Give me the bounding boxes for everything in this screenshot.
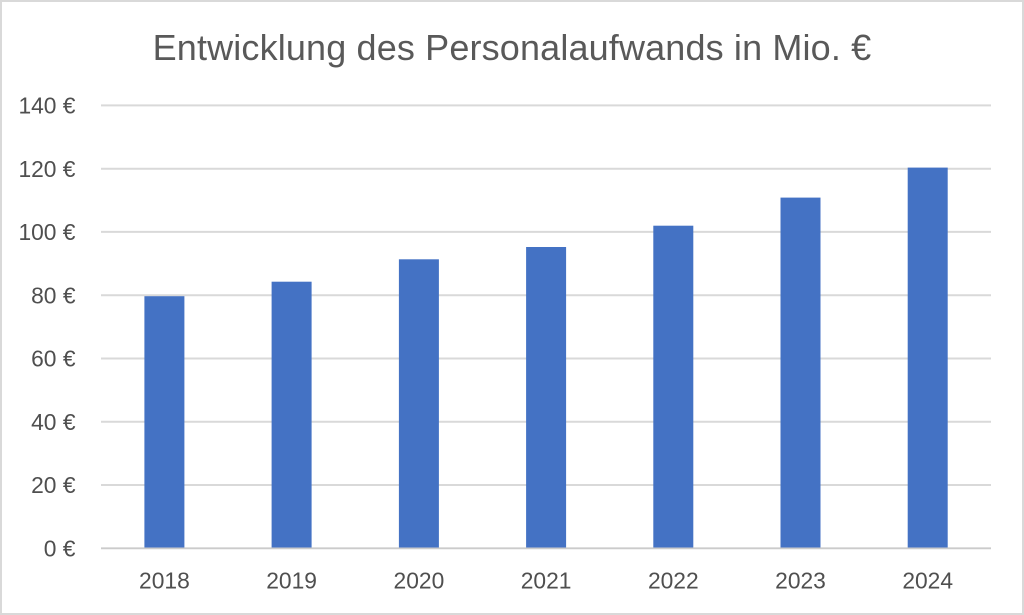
svg-text:120 €: 120 €: [18, 156, 75, 182]
svg-text:2022: 2022: [648, 568, 699, 594]
svg-text:2019: 2019: [266, 568, 317, 594]
svg-text:100 €: 100 €: [18, 219, 75, 245]
svg-text:2021: 2021: [521, 568, 572, 594]
svg-text:2018: 2018: [139, 568, 190, 594]
svg-text:20 €: 20 €: [31, 472, 76, 498]
svg-text:Entwicklung des Personalaufwan: Entwicklung des Personalaufwands in Mio.…: [153, 27, 872, 68]
svg-text:60 €: 60 €: [31, 346, 76, 372]
svg-text:40 €: 40 €: [31, 409, 76, 435]
svg-text:80 €: 80 €: [31, 282, 76, 308]
svg-text:0 €: 0 €: [44, 535, 76, 561]
svg-text:140 €: 140 €: [18, 93, 75, 119]
svg-text:2024: 2024: [902, 568, 953, 594]
svg-text:2020: 2020: [394, 568, 445, 594]
svg-text:2023: 2023: [775, 568, 826, 594]
